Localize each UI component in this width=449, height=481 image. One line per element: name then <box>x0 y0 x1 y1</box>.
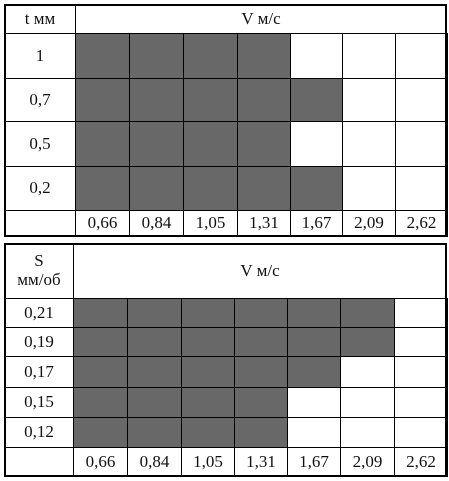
shade-cell <box>342 121 396 167</box>
row-label: 0,17 <box>4 356 74 388</box>
shade-cell <box>73 327 128 357</box>
speed-label: 0,84 <box>129 210 184 237</box>
shade-cell <box>290 33 343 79</box>
shade-cell <box>234 327 288 357</box>
shade-cell <box>287 298 341 328</box>
shade-cell <box>181 387 235 418</box>
row-label: 0,19 <box>4 327 74 357</box>
row-label: 0,15 <box>4 387 74 418</box>
shade-cell <box>342 33 396 79</box>
shade-cell <box>73 298 128 328</box>
shade-cell <box>342 166 396 211</box>
shade-cell <box>234 387 288 418</box>
row-header: t мм <box>4 4 76 34</box>
shade-cell <box>287 356 341 388</box>
speed-label: 1,05 <box>183 210 238 237</box>
shade-cell <box>127 327 182 357</box>
shade-cell <box>181 298 235 328</box>
shade-cell <box>340 327 395 357</box>
shade-cell <box>129 78 184 122</box>
shade-cell <box>395 121 448 167</box>
shade-cell <box>287 387 341 418</box>
shade-cell <box>73 417 128 448</box>
shade-cell <box>290 166 343 211</box>
speed-label: 1,67 <box>287 447 341 477</box>
shade-cell <box>394 356 448 388</box>
row-label: 0,7 <box>4 78 76 122</box>
shade-cell <box>394 387 448 418</box>
shade-cell <box>73 387 128 418</box>
shade-cell <box>237 121 291 167</box>
shade-cell <box>287 417 341 448</box>
speed-label: 2,62 <box>394 447 448 477</box>
shade-cell <box>290 78 343 122</box>
speed-label: 2,62 <box>395 210 448 237</box>
shade-cell <box>75 78 130 122</box>
row-label: 0,21 <box>4 298 74 328</box>
shade-cell <box>75 33 130 79</box>
shade-cell <box>181 327 235 357</box>
shade-cell <box>183 166 238 211</box>
row-label: 0,5 <box>4 121 76 167</box>
shade-cell <box>181 356 235 388</box>
empty-cell <box>4 447 74 477</box>
row-header-line: t мм <box>24 8 56 28</box>
speed-label: 2,09 <box>342 210 396 237</box>
shade-cell <box>127 417 182 448</box>
shade-cell <box>342 78 396 122</box>
shade-cell <box>395 33 448 79</box>
speed-label: 2,09 <box>340 447 395 477</box>
shade-cell <box>234 298 288 328</box>
shade-cell <box>75 166 130 211</box>
shade-cell <box>290 121 343 167</box>
shade-cell <box>75 121 130 167</box>
row-label: 0,12 <box>4 417 74 448</box>
row-header-line: S <box>34 251 44 271</box>
speed-label: 0,84 <box>127 447 182 477</box>
row-label: 0,2 <box>4 166 76 211</box>
column-header: V м/с <box>75 4 447 34</box>
shade-cell <box>183 78 238 122</box>
shade-cell <box>234 356 288 388</box>
shade-cell <box>237 33 291 79</box>
shade-cell <box>395 78 448 122</box>
shade-cell <box>395 166 448 211</box>
row-header-line: мм/об <box>17 270 61 289</box>
shade-cell <box>73 356 128 388</box>
shade-cell <box>340 417 395 448</box>
row-label: 1 <box>4 33 76 79</box>
shade-cell <box>127 298 182 328</box>
shade-cell <box>129 33 184 79</box>
shade-cell <box>127 387 182 418</box>
shade-cell <box>340 387 395 418</box>
shade-cell <box>394 298 448 328</box>
speed-label: 0,66 <box>75 210 130 237</box>
shade-cell <box>237 166 291 211</box>
shade-cell <box>234 417 288 448</box>
speed-label: 1,05 <box>181 447 235 477</box>
column-header: V м/с <box>73 243 447 299</box>
shade-cell <box>183 33 238 79</box>
shade-cell <box>129 166 184 211</box>
shade-cell <box>287 327 341 357</box>
shade-cell <box>183 121 238 167</box>
shade-cell <box>237 78 291 122</box>
shade-cell <box>394 417 448 448</box>
speed-label: 0,66 <box>73 447 128 477</box>
speed-label: 1,67 <box>290 210 343 237</box>
shade-cell <box>129 121 184 167</box>
shade-cell <box>127 356 182 388</box>
shade-cell <box>394 327 448 357</box>
empty-cell <box>4 210 76 237</box>
shade-cell <box>340 298 395 328</box>
shade-cell <box>181 417 235 448</box>
shade-cell <box>340 356 395 388</box>
speed-label: 1,31 <box>237 210 291 237</box>
speed-label: 1,31 <box>234 447 288 477</box>
